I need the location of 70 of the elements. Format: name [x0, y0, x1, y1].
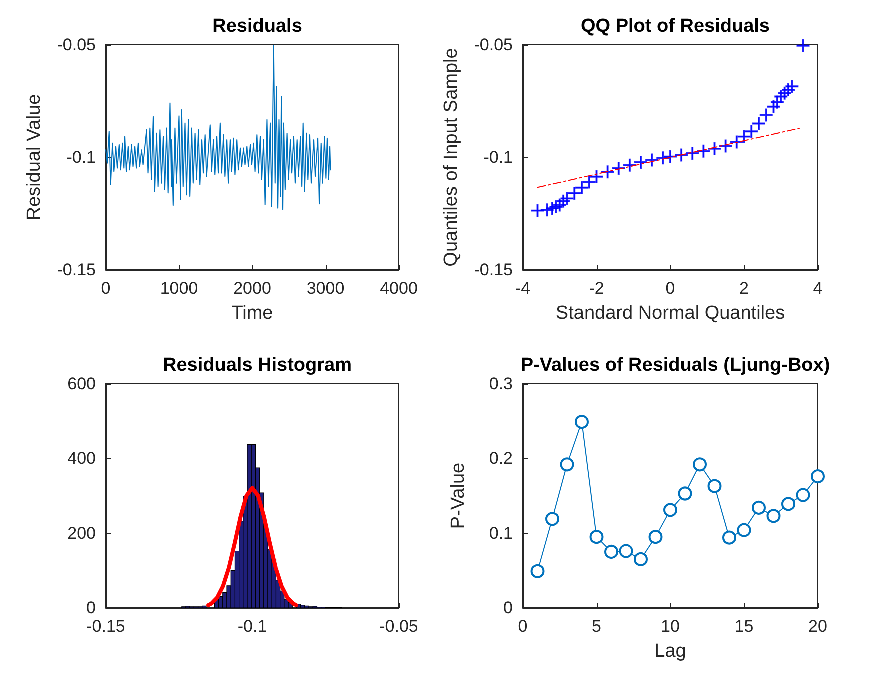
y-tick-label: 0.2	[489, 449, 513, 468]
x-tick-label: -4	[515, 279, 531, 298]
point	[568, 187, 582, 200]
point	[619, 544, 634, 558]
point	[546, 512, 560, 526]
point	[811, 470, 825, 484]
y-tick-label: -0.15	[57, 260, 96, 280]
chart-title: Residuals	[212, 16, 302, 37]
x-tick-label: 1000	[160, 279, 198, 298]
y-tick-label: 0	[86, 598, 96, 618]
x-tick-label: -0.15	[86, 617, 126, 636]
point	[708, 479, 722, 494]
y-tick-label: 0.3	[489, 374, 513, 394]
point	[575, 415, 589, 430]
chart-title: QQ Plot of Residuals	[581, 16, 770, 37]
point	[590, 530, 604, 544]
point	[722, 530, 736, 545]
point	[576, 181, 588, 194]
y-tick-label: -0.1	[484, 148, 513, 167]
point	[745, 125, 758, 138]
x-tick-label: 0	[101, 279, 111, 298]
point	[786, 80, 799, 94]
x-tick-label: 15	[734, 617, 754, 636]
point	[648, 530, 663, 544]
x-axis-title: Standard Normal Quantiles	[556, 303, 786, 324]
x-tick-label: 4000	[380, 279, 418, 298]
y-tick-label: -0.05	[474, 36, 513, 54]
y-tick-label: 0	[504, 598, 513, 618]
point	[782, 497, 796, 512]
x-tick-label: 4	[813, 279, 823, 298]
point	[560, 458, 574, 472]
chart-title: P-Values of Residuals (Ljung-Box)	[520, 355, 830, 376]
y-tick-label: -0.05	[57, 36, 96, 54]
x-tick-label: 2	[740, 279, 749, 298]
y-axis-title: P-Value	[448, 462, 469, 530]
x-tick-label: 5	[592, 617, 602, 636]
line-series	[106, 45, 332, 210]
point	[796, 488, 810, 502]
y-tick-label: -0.15	[474, 260, 513, 280]
chart-title: Residuals Histogram	[163, 355, 352, 376]
point	[664, 503, 678, 518]
point	[604, 545, 618, 559]
x-axis-title: Time	[232, 303, 274, 324]
x-tick-label: 0	[518, 617, 528, 636]
x-tick-label: 20	[808, 617, 828, 636]
y-axis-title: Quantiles of Input Sample	[441, 48, 462, 267]
point	[634, 156, 648, 169]
x-tick-label: 3000	[306, 279, 345, 298]
point	[766, 509, 781, 524]
point	[693, 458, 707, 472]
x-tick-label: -0.05	[380, 617, 418, 636]
point	[760, 108, 773, 122]
point	[686, 146, 700, 160]
y-tick-label: -0.1	[66, 148, 96, 167]
x-tick-label: -0.1	[238, 617, 268, 636]
point	[634, 552, 648, 566]
x-tick-label: 10	[661, 617, 680, 636]
x-tick-label: -2	[589, 279, 604, 298]
y-axis-title: Residual Value	[24, 94, 45, 221]
x-tick-label: 0	[666, 279, 676, 298]
x-tick-label: 2000	[234, 279, 272, 298]
point	[752, 500, 766, 515]
y-tick-label: 0.1	[489, 524, 513, 543]
x-axis-title: Lag	[654, 641, 686, 662]
y-tick-label: 600	[68, 374, 96, 394]
y-tick-label: 200	[68, 524, 96, 543]
point	[530, 564, 545, 578]
point	[678, 486, 692, 501]
y-tick-label: 400	[68, 449, 96, 468]
point	[737, 523, 752, 538]
